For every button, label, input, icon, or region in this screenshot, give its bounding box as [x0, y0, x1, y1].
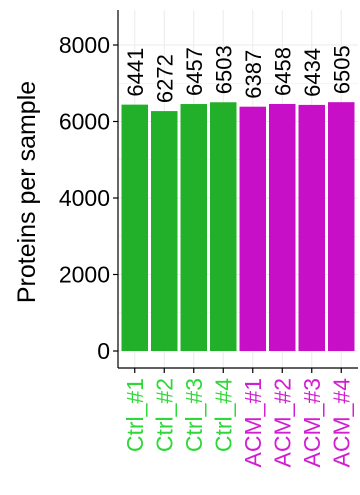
x-tick-label: Ctrl_#3 — [181, 378, 207, 452]
axes: 0 2000 4000 6000 8000 — [59, 10, 358, 373]
bar-acm-1 — [239, 106, 266, 351]
bar-acm-4 — [328, 102, 355, 351]
bar-ctrl-1 — [121, 104, 148, 352]
y-tick-label: 6000 — [59, 109, 110, 135]
y-tick-label: 2000 — [59, 262, 110, 288]
x-tick-label: ACM_#1 — [240, 378, 266, 467]
bar-acm-2 — [269, 103, 296, 351]
y-tick-label: 8000 — [59, 32, 110, 58]
data-label: 6458 — [270, 47, 295, 96]
data-labels: 6441 Ctrl_#1 6272 Ctrl_#2 6457 Ctrl_#3 6503 Ctr… — [122, 45, 355, 467]
data-label: 6434 — [300, 48, 325, 97]
bar-ctrl-2 — [151, 111, 178, 351]
bars — [121, 102, 355, 352]
data-label: 6387 — [241, 50, 266, 99]
x-tick-label: Ctrl_#1 — [122, 378, 148, 452]
bar-ctrl-3 — [180, 104, 207, 352]
data-label: 6441 — [123, 48, 148, 97]
x-tick-label: ACM_#4 — [328, 378, 354, 468]
bar-acm-3 — [298, 104, 325, 351]
x-tick-label: Ctrl_#4 — [210, 378, 236, 452]
y-axis-label: Proteins per sample — [13, 81, 41, 303]
data-label: 6503 — [211, 45, 236, 94]
data-label: 6457 — [182, 47, 207, 96]
y-tick-label: 4000 — [59, 185, 110, 211]
data-label: 6505 — [329, 45, 354, 94]
y-tick-label: 0 — [97, 338, 110, 364]
data-label: 6272 — [152, 54, 177, 103]
x-tick-label: ACM_#2 — [269, 378, 295, 467]
bar-ctrl-4 — [210, 102, 237, 351]
x-tick-label: Ctrl_#2 — [151, 378, 177, 452]
x-tick-label: ACM_#3 — [299, 378, 325, 467]
